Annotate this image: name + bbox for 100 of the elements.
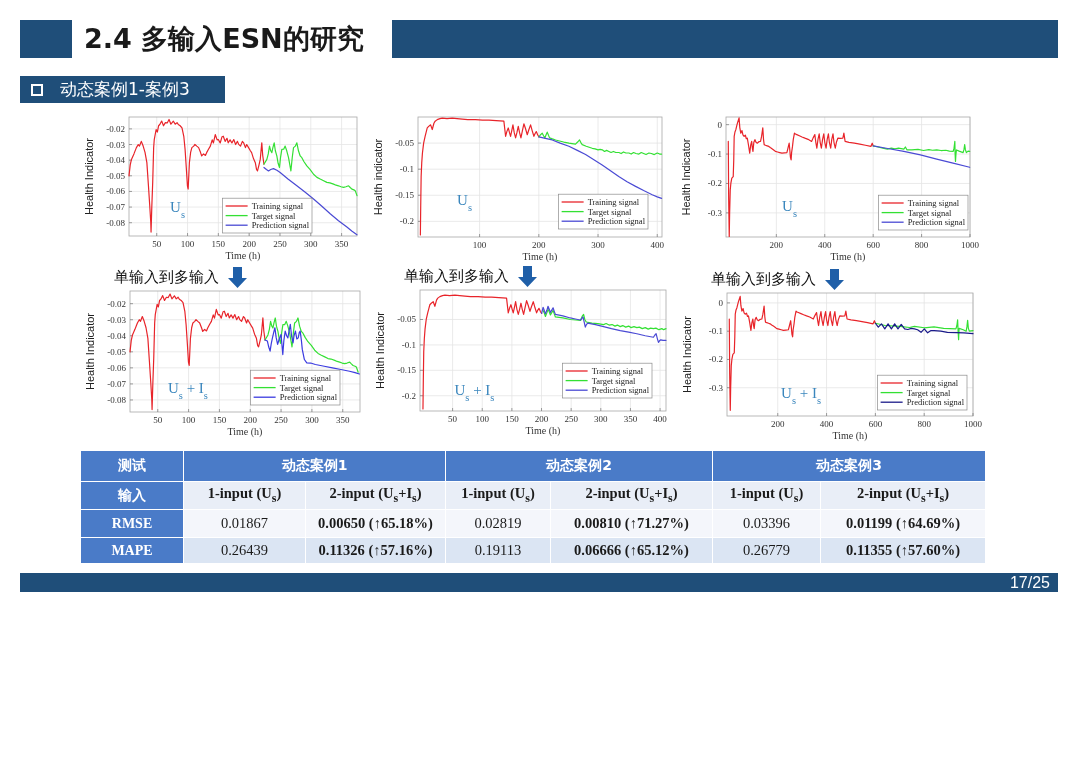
x-axis-title: Time (h): [522, 251, 558, 263]
text: 2-input (U$_{s}$+I$_{s}$): [856, 485, 950, 505]
annotation: U$_{s}$: [170, 199, 185, 220]
text: 0.19113: [474, 542, 522, 558]
legend-label: Training signal: [587, 197, 640, 207]
annotation: U$_{s}$ + I$_{s}$: [781, 384, 822, 406]
text: 2-input (U$_{s}$+I$_{s}$): [585, 485, 678, 505]
category-label: 输入: [118, 487, 146, 503]
x-tick-label: 600: [866, 240, 881, 250]
y-tick-label: -0.08: [107, 394, 127, 405]
legend-label: Target signal: [251, 210, 297, 221]
y-tick-label: -0.08: [106, 217, 126, 228]
y-tick-label: -0.03: [107, 314, 127, 325]
y-axis-title: Health indicator: [372, 138, 384, 216]
legend-label: Training signal: [251, 201, 304, 211]
x-tick-label: 300: [304, 239, 319, 249]
x-tick-label: 350: [335, 415, 350, 425]
x-tick-label: 150: [505, 414, 520, 424]
line-series: [541, 305, 667, 343]
y-tick-label: -0.06: [107, 362, 127, 373]
y-axis-title: Health Indicator: [84, 312, 96, 391]
y-axis-title: Health Indicator: [680, 138, 692, 216]
x-tick-label: 200: [532, 240, 547, 250]
annotation: U$_{s}$: [782, 197, 798, 219]
y-axis-title: Health Indicator: [681, 315, 693, 394]
annotation: U$_{s}$: [457, 191, 472, 213]
text: 0.26439: [220, 542, 269, 558]
y-tick-label: -0.3: [708, 382, 724, 393]
y-tick-label: -0.07: [107, 378, 127, 389]
x-tick-label: 300: [591, 240, 606, 250]
x-tick-label: 50: [448, 414, 458, 424]
x-tick-label: 300: [305, 415, 320, 425]
y-tick-label: -0.1: [707, 149, 722, 160]
text: 单输入到多输入: [114, 269, 219, 285]
text: 0.06666 (↑65.12%): [574, 542, 689, 558]
line-series: [872, 145, 971, 168]
x-tick-label: 400: [650, 240, 665, 250]
legend-label: Prediction signal: [251, 220, 310, 231]
y-tick-label: -0.2: [401, 390, 416, 401]
annotation: U$_{s}$ + I$_{s}$: [167, 379, 208, 401]
category-label: 动态案例2: [445, 450, 713, 482]
x-tick-label: 100: [472, 240, 487, 250]
x-tick-label: 600: [868, 419, 883, 429]
x-axis-title: Time (h): [225, 250, 261, 262]
y-tick-label: -0.2: [708, 354, 723, 365]
legend-label: Prediction signal: [907, 217, 966, 228]
text: 1-input (U$_{s}$): [729, 485, 804, 505]
legend-label: Target signal: [591, 375, 637, 386]
text: 单输入到多输入: [711, 271, 816, 287]
x-tick-label: 400: [818, 240, 833, 250]
category-label: 动态案例1: [183, 450, 446, 482]
category-label: MAPE: [111, 542, 153, 558]
x-tick-label: 200: [243, 415, 258, 425]
text: 2.4 多输入ESN的研究: [84, 22, 364, 56]
x-axis-title: Time (h): [525, 425, 561, 437]
y-tick-label: -0.05: [397, 314, 417, 325]
y-tick-label: -0.1: [399, 164, 414, 175]
y-axis-title: Health Indicator: [374, 311, 386, 390]
legend-label: Target signal: [907, 207, 953, 218]
x-tick-label: 800: [914, 240, 929, 250]
line-series: [263, 142, 358, 197]
x-tick-label: 100: [181, 415, 196, 425]
x-tick-label: 100: [475, 414, 490, 424]
text: 0.11326 (↑57.16%): [318, 542, 433, 558]
category-label: 测试: [118, 457, 146, 473]
text: 0.11355 (↑57.60%): [846, 542, 960, 558]
line-series: [874, 319, 974, 341]
text: 1-input (U$_{s}$): [461, 485, 535, 505]
y-tick-label: -0.15: [397, 365, 417, 376]
line-series: [542, 308, 667, 331]
text: 17/25: [1009, 573, 1050, 592]
y-tick-label: -0.02: [106, 123, 125, 134]
x-axis-title: Time (h): [227, 426, 263, 438]
text: 0.26779: [742, 542, 791, 558]
y-tick-label: -0.1: [708, 326, 723, 337]
text: 0.00650 (↑65.18%): [318, 515, 433, 531]
x-tick-label: 300: [594, 414, 609, 424]
y-tick-label: -0.04: [107, 330, 127, 341]
line-series: [419, 117, 540, 236]
x-tick-label: 50: [153, 415, 163, 425]
y-tick-label: -0.15: [395, 190, 415, 201]
x-tick-label: 50: [152, 239, 162, 249]
x-tick-label: 1000: [964, 419, 983, 429]
y-axis-title: Health Indicator: [83, 137, 95, 216]
x-axis-title: Time (h): [830, 251, 866, 263]
legend-label: Training signal: [906, 378, 959, 388]
y-tick-label: -0.3: [707, 207, 723, 218]
x-tick-label: 100: [180, 239, 195, 249]
x-tick-label: 200: [771, 419, 786, 429]
text: 0.01867: [220, 515, 269, 531]
x-tick-label: 150: [211, 239, 226, 249]
category-label: 动态案例3: [712, 450, 986, 482]
legend-label: Prediction signal: [587, 216, 646, 227]
x-tick-label: 800: [917, 419, 932, 429]
legend-label: Prediction signal: [279, 392, 338, 403]
x-tick-label: 400: [819, 419, 834, 429]
legend-label: Training signal: [591, 366, 644, 376]
line-series: [728, 295, 876, 411]
x-tick-label: 400: [653, 414, 668, 424]
x-tick-label: 250: [273, 239, 288, 249]
